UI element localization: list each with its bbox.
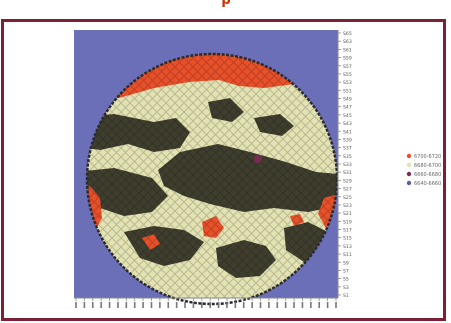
legend-swatch — [406, 180, 412, 186]
x-tick-label — [284, 302, 287, 308]
x-axis — [74, 297, 338, 308]
chart-frame: S65 S63 S61 S59 S57 S55 S53 S51 S49 S47 S45 S43 S41 S… — [1, 19, 446, 321]
header-partial-text: p — [221, 0, 231, 8]
x-tick-label — [318, 302, 321, 308]
y-tick-label: S29 — [343, 178, 352, 184]
legend-swatch — [406, 171, 412, 177]
y-tick-label: S31 — [343, 170, 352, 176]
y-tick-label: S3 — [343, 285, 349, 291]
x-tick-label — [75, 302, 77, 308]
y-tick-label: S17 — [343, 228, 352, 234]
y-tick-label: S49 — [343, 97, 352, 103]
y-tick-label: S9 — [343, 260, 349, 266]
y-tick-label: S41 — [343, 129, 352, 135]
wafer-map — [87, 54, 337, 298]
x-tick-label — [326, 302, 329, 308]
y-tick-label: S63 — [343, 39, 352, 45]
y-tick-label: S59 — [343, 56, 352, 62]
y-tick-label: S61 — [343, 47, 352, 53]
x-tick-label — [226, 302, 228, 308]
y-tick-label: S55 — [343, 72, 352, 78]
texture-overlay — [87, 54, 337, 298]
y-tick-label: S47 — [343, 105, 352, 111]
y-tick-label: S13 — [343, 244, 352, 250]
legend: 6700-6720 6680-6700 6660-6680 6640-6660 — [406, 153, 441, 187]
x-tick-label — [167, 302, 170, 308]
x-tick-label — [251, 302, 253, 308]
y-tick-label: S21 — [343, 211, 352, 217]
y-tick-label: S45 — [343, 113, 352, 119]
x-tick-label — [133, 302, 136, 308]
y-tick-label: S5 — [343, 277, 349, 283]
y-tick-label: S15 — [343, 236, 352, 242]
wafer-map-chart: S65 S63 S61 S59 S57 S55 S53 S51 S49 S47 S45 S43 S41 S… — [74, 30, 441, 308]
legend-label: 6660-6680 — [414, 172, 441, 178]
y-axis: S65 S63 S61 S59 S57 S55 S53 S51 S49 S47 S45 S43 S41 S… — [337, 30, 352, 299]
y-tick-label: S39 — [343, 137, 352, 143]
y-tick-label: S33 — [343, 162, 352, 168]
x-tick-label — [201, 302, 203, 308]
y-tick-label: S57 — [343, 64, 352, 70]
x-tick-label — [184, 302, 186, 308]
legend-swatch — [406, 162, 412, 168]
x-tick-label — [100, 302, 102, 308]
y-tick-label: S35 — [343, 154, 352, 160]
x-tick-label — [268, 302, 270, 308]
x-tick-label — [293, 302, 295, 308]
x-tick-label — [125, 302, 128, 308]
x-tick-label — [276, 302, 279, 308]
x-tick-label — [142, 302, 144, 308]
legend-label: 6680-6700 — [414, 163, 441, 169]
y-tick-label: S23 — [343, 203, 352, 209]
x-tick-label — [259, 302, 262, 308]
wafer-boundary — [85, 52, 339, 306]
y-tick-label: S65 — [343, 31, 352, 37]
x-tick-label — [301, 302, 304, 308]
x-tick-label — [234, 302, 237, 308]
x-tick-label — [150, 302, 153, 308]
x-tick-label — [217, 302, 220, 308]
y-tick-label: S25 — [343, 195, 352, 201]
x-tick-label — [175, 302, 178, 308]
y-tick-label: S7 — [343, 268, 349, 274]
x-tick-label — [108, 302, 111, 308]
x-tick-label — [117, 302, 119, 308]
x-tick-label — [83, 302, 86, 308]
x-tick-label — [192, 302, 195, 308]
legend-swatch — [406, 153, 412, 159]
y-tick-label: S53 — [343, 80, 352, 86]
y-tick-label: S37 — [343, 146, 352, 152]
legend-label: 6640-6660 — [414, 181, 441, 187]
y-tick-label: S51 — [343, 88, 352, 94]
x-tick-label — [242, 302, 245, 308]
y-tick-label: S1 — [343, 293, 349, 299]
x-tick-label — [335, 302, 337, 308]
y-tick-label: S11 — [343, 252, 352, 258]
x-tick-label — [91, 302, 94, 308]
x-tick-label — [159, 302, 161, 308]
marker-point — [254, 155, 262, 163]
legend-label: 6700-6720 — [414, 154, 441, 160]
y-tick-label: S43 — [343, 121, 352, 127]
y-tick-label: S19 — [343, 219, 352, 225]
y-tick-label: S27 — [343, 187, 352, 193]
x-tick-label — [209, 302, 211, 308]
x-tick-label — [310, 302, 312, 308]
